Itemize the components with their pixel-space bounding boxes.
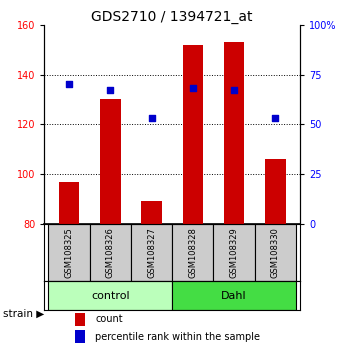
Bar: [255, 224, 296, 281]
Bar: [75, 313, 85, 326]
Text: GSM108328: GSM108328: [188, 227, 197, 278]
Bar: [213, 224, 255, 281]
Text: GSM108326: GSM108326: [106, 227, 115, 278]
Text: GSM108327: GSM108327: [147, 227, 156, 278]
Text: Dahl: Dahl: [221, 291, 247, 301]
Point: [66, 82, 72, 87]
Point: [231, 88, 237, 93]
Point: [108, 88, 113, 93]
Point: [149, 115, 154, 121]
Bar: [141, 201, 162, 224]
Text: strain ▶: strain ▶: [3, 308, 45, 318]
Bar: [48, 224, 90, 281]
Text: control: control: [91, 291, 130, 301]
Text: GSM108325: GSM108325: [64, 227, 74, 278]
Bar: [90, 224, 131, 281]
Text: count: count: [95, 314, 123, 324]
Bar: [265, 159, 286, 224]
Bar: [182, 45, 203, 224]
Point: [272, 115, 278, 121]
Point: [190, 86, 195, 91]
Bar: [75, 330, 85, 343]
Title: GDS2710 / 1394721_at: GDS2710 / 1394721_at: [91, 10, 253, 24]
Text: GSM108329: GSM108329: [229, 227, 239, 278]
Bar: [224, 42, 244, 224]
Bar: [59, 182, 79, 224]
Text: percentile rank within the sample: percentile rank within the sample: [95, 332, 261, 342]
Text: GSM108330: GSM108330: [271, 227, 280, 278]
Bar: [100, 99, 121, 224]
Bar: [48, 281, 172, 310]
Bar: [131, 224, 172, 281]
Bar: [172, 224, 213, 281]
Bar: [172, 281, 296, 310]
